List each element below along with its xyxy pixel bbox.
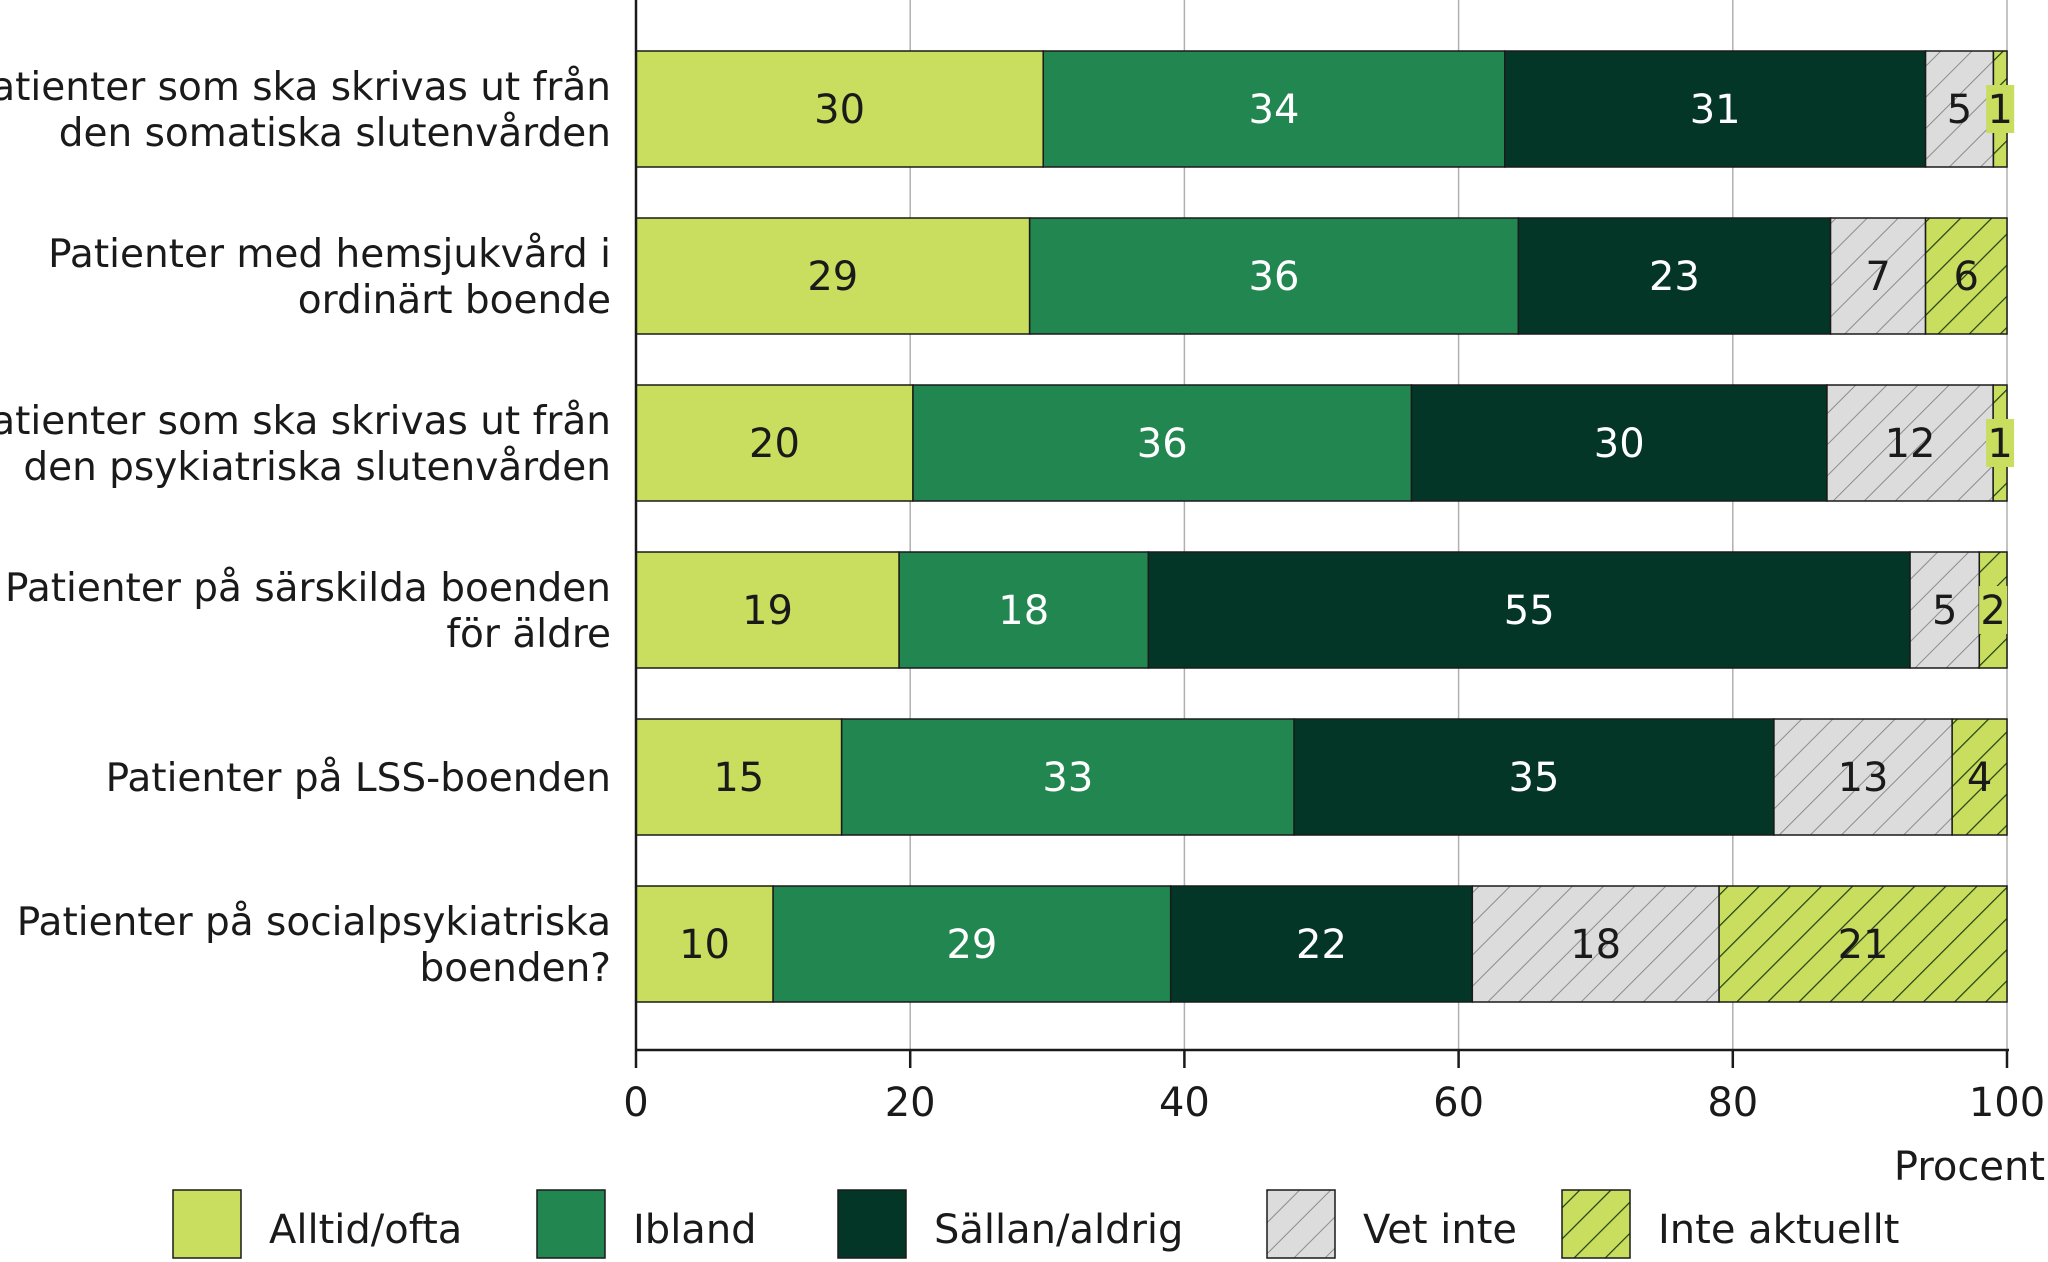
- data-label-inte-aktuellt-row-4: 2: [1980, 588, 2005, 634]
- bar-vet-inte-row-5: [1773, 718, 1953, 836]
- label-backdrop-inte-aktuellt-row-1: [1986, 85, 2015, 133]
- data-label-sallan-aldrig-row-4: 55: [1504, 588, 1555, 634]
- data-label-ibland-row-3: 36: [1137, 421, 1188, 467]
- x-axis-title: Procent: [1894, 1144, 2045, 1190]
- data-label-ibland-row-5: 33: [1042, 755, 1093, 801]
- data-label-ibland-row-4: 18: [998, 588, 1049, 634]
- bar-inte-aktuellt-row-5: [1951, 718, 2008, 836]
- data-label-inte-aktuellt-row-1: 1: [1987, 87, 2012, 133]
- category-label-row-1-line-2: den somatiska slutenvården: [59, 111, 611, 156]
- category-label-row-3-line-2: den psykiatriska slutenvården: [23, 445, 611, 490]
- category-label-row-6-line-1: Patienter på socialpsykiatriska: [17, 900, 611, 945]
- data-label-vet-inte-row-2: 7: [1865, 254, 1890, 300]
- data-label-alltid-ofta-row-5: 15: [713, 755, 764, 801]
- data-label-vet-inte-row-4: 5: [1932, 588, 1957, 634]
- category-label-row-1-line-1: Patienter som ska skrivas ut från: [0, 65, 611, 110]
- legend: Alltid/ofta Ibland Sällan/aldrig Vet inte In…: [172, 1189, 1899, 1259]
- category-label-row-4-line-1: Patienter på särskilda boenden: [5, 566, 611, 611]
- data-label-alltid-ofta-row-6: 10: [679, 922, 730, 968]
- legend-label-vet-inte: Vet inte: [1363, 1207, 1517, 1253]
- label-backdrop-inte-aktuellt-row-4: [1979, 586, 2008, 634]
- bar-ibland-row-2: [1028, 217, 1520, 335]
- bar-sallan-aldrig-row-1: [1504, 50, 1927, 168]
- legend-swatch-inte-aktuellt: [1561, 1189, 1631, 1259]
- bar-ibland-row-5: [840, 718, 1295, 836]
- data-label-inte-aktuellt-row-2: 6: [1954, 254, 1979, 300]
- category-label-row-2-line-2: ordinärt boende: [298, 278, 611, 323]
- legend-label-ibland: Ibland: [633, 1207, 757, 1253]
- data-label-sallan-aldrig-row-6: 22: [1296, 922, 1347, 968]
- x-tick-label-20: 20: [885, 1080, 936, 1126]
- bar-sallan-aldrig-row-2: [1517, 217, 1832, 335]
- data-label-vet-inte-row-3: 12: [1885, 421, 1936, 467]
- bar-ibland-row-6: [772, 885, 1172, 1003]
- legend-swatch-alltid-ofta: [172, 1189, 242, 1259]
- data-label-ibland-row-2: 36: [1249, 254, 1300, 300]
- legend-label-alltid-ofta: Alltid/ofta: [269, 1207, 462, 1253]
- x-tick-label-0: 0: [623, 1080, 648, 1126]
- data-label-inte-aktuellt-row-3: 1: [1987, 421, 2012, 467]
- data-label-ibland-row-1: 34: [1249, 87, 1300, 133]
- axes: 0 20 40 60 80 100: [623, 0, 2045, 1126]
- category-label-row-2-line-1: Patienter med hemsjukvård i: [48, 232, 611, 277]
- bar-sallan-aldrig-row-6: [1169, 885, 1474, 1003]
- data-label-vet-inte-row-5: 13: [1838, 755, 1889, 801]
- bar-alltid-ofta-row-3: [635, 384, 914, 502]
- legend-swatch-ibland: [536, 1189, 606, 1259]
- legend-label-inte-aktuellt: Inte aktuellt: [1658, 1207, 1899, 1253]
- bar-sallan-aldrig-row-4: [1147, 551, 1911, 669]
- gridlines: [909, 0, 2008, 1050]
- x-tick-label-100: 100: [1969, 1080, 2045, 1126]
- label-backdrop-inte-aktuellt-row-3: [1986, 419, 2015, 467]
- bar-sallan-aldrig-row-3: [1410, 384, 1828, 502]
- legend-label-sallan-aldrig: Sällan/aldrig: [934, 1207, 1183, 1253]
- bar-vet-inte-row-3: [1826, 384, 1994, 502]
- bar-inte-aktuellt-row-6: [1718, 885, 2008, 1003]
- bar-alltid-ofta-row-1: [635, 50, 1044, 168]
- category-label-row-4-line-2: för äldre: [446, 612, 611, 657]
- data-label-alltid-ofta-row-1: 30: [814, 87, 865, 133]
- data-label-sallan-aldrig-row-5: 35: [1509, 755, 1560, 801]
- bars: 30 34 31 5 129 36 23 7 620 36 30 12 119 18 55 5 215 33 35 1…: [635, 50, 2015, 1003]
- bar-sallan-aldrig-row-5: [1293, 718, 1775, 836]
- bar-ibland-row-4: [898, 551, 1150, 669]
- bar-alltid-ofta-row-2: [635, 217, 1031, 335]
- category-label-row-3-line-1: Patienter som ska skrivas ut från: [0, 399, 611, 444]
- data-label-vet-inte-row-6: 18: [1570, 922, 1621, 968]
- bar-inte-aktuellt-row-2: [1924, 217, 2008, 335]
- x-tick-label-80: 80: [1707, 1080, 1758, 1126]
- data-label-alltid-ofta-row-4: 19: [742, 588, 793, 634]
- legend-swatch-sallan-aldrig: [837, 1189, 907, 1259]
- x-tick-label-40: 40: [1159, 1080, 1210, 1126]
- data-label-ibland-row-6: 29: [946, 922, 997, 968]
- bar-vet-inte-row-4: [1909, 551, 1981, 669]
- data-label-sallan-aldrig-row-3: 30: [1594, 421, 1645, 467]
- data-label-inte-aktuellt-row-5: 4: [1967, 755, 1992, 801]
- category-label-row-5-line-1: Patienter på LSS-boenden: [106, 756, 611, 801]
- data-label-alltid-ofta-row-3: 20: [749, 421, 800, 467]
- bar-ibland-row-3: [912, 384, 1413, 502]
- data-label-sallan-aldrig-row-2: 23: [1649, 254, 1700, 300]
- data-label-sallan-aldrig-row-1: 31: [1690, 87, 1741, 133]
- category-label-row-6-line-2: boenden?: [420, 946, 612, 991]
- data-label-alltid-ofta-row-2: 29: [807, 254, 858, 300]
- bar-ibland-row-1: [1042, 50, 1506, 168]
- data-label-inte-aktuellt-row-6: 21: [1838, 922, 1889, 968]
- x-tick-label-60: 60: [1433, 1080, 1484, 1126]
- bar-vet-inte-row-6: [1471, 885, 1720, 1003]
- bar-alltid-ofta-row-5: [635, 718, 843, 836]
- legend-swatch-vet-inte: [1266, 1189, 1336, 1259]
- data-label-vet-inte-row-1: 5: [1947, 87, 1972, 133]
